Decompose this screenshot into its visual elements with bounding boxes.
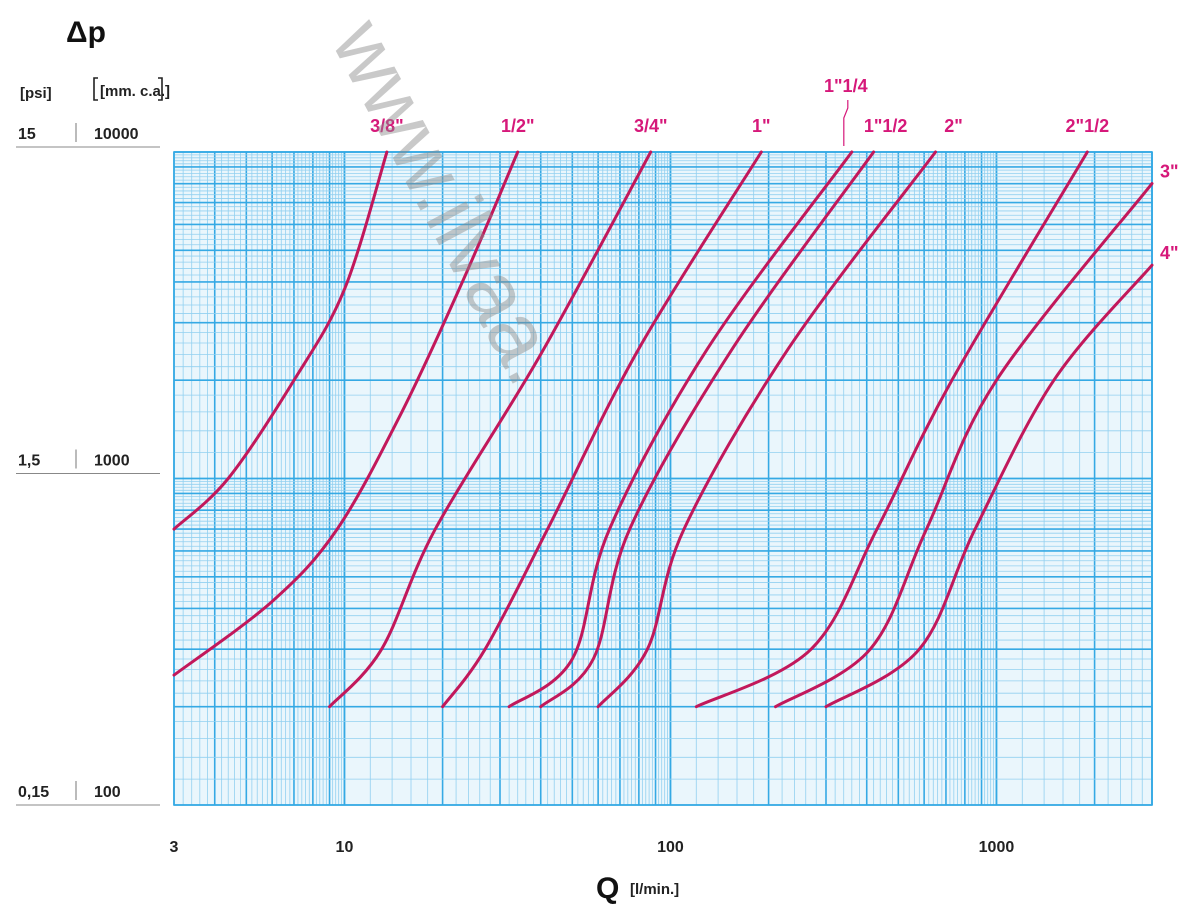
series-labels: 3/8" 1/2" 3/4" 1" 1"1/4 1"1/2 2" 2"1/2 3" 4"	[370, 76, 1178, 263]
x-tick-labels: 3 10 100 1000	[170, 839, 1015, 856]
y-tick-mm: 100	[94, 784, 121, 801]
series-label-0: 3/8"	[370, 116, 404, 136]
series-label-3: 1"	[752, 116, 771, 136]
curve-7	[694, 150, 1089, 709]
curve-6	[596, 150, 937, 709]
series-label-7: 2"1/2	[1066, 116, 1110, 136]
curve-3	[441, 150, 763, 709]
curves	[172, 150, 1154, 709]
curve-4	[507, 150, 854, 709]
y-tick-labels: 15 10000 1,5 1000 0,15 100	[16, 123, 160, 806]
x-tick-label: 100	[657, 839, 684, 856]
y-tick-mm: 10000	[94, 126, 139, 143]
series-label-9: 4"	[1160, 243, 1179, 263]
series-label-leader	[843, 100, 849, 146]
x-tick-label: 3	[170, 839, 179, 856]
y-unit-psi: [psi]	[20, 85, 52, 102]
series-label-1: 1/2"	[501, 116, 535, 136]
y-tick-psi: 0,15	[18, 784, 49, 801]
y-tick-mm: 1000	[94, 453, 130, 470]
y-unit-mm-bracket	[93, 77, 163, 101]
y-tick-psi: 15	[18, 126, 36, 143]
curve-0	[172, 150, 389, 531]
series-label-6: 2"	[944, 116, 963, 136]
curve-1	[172, 150, 520, 677]
curve-5	[539, 150, 876, 709]
grid	[173, 151, 1153, 806]
series-label-8: 3"	[1160, 162, 1179, 182]
series-label-2: 3/4"	[634, 116, 668, 136]
y-unit-mm: [mm. c.a.]	[100, 83, 170, 100]
x-axis-unit: [l/min.]	[630, 881, 679, 898]
curve-2	[328, 150, 653, 709]
x-tick-label: 1000	[979, 839, 1015, 856]
y-tick-psi: 1,5	[18, 453, 40, 470]
series-label-4: 1"1/4	[824, 76, 868, 96]
x-axis-label: Q	[596, 872, 619, 905]
plot-frame	[173, 151, 1153, 806]
curve-9	[824, 263, 1154, 709]
curve-8	[774, 182, 1154, 709]
x-tick-label: 10	[336, 839, 354, 856]
chart-title: Δp	[66, 16, 106, 49]
series-label-5: 1"1/2	[864, 116, 908, 136]
